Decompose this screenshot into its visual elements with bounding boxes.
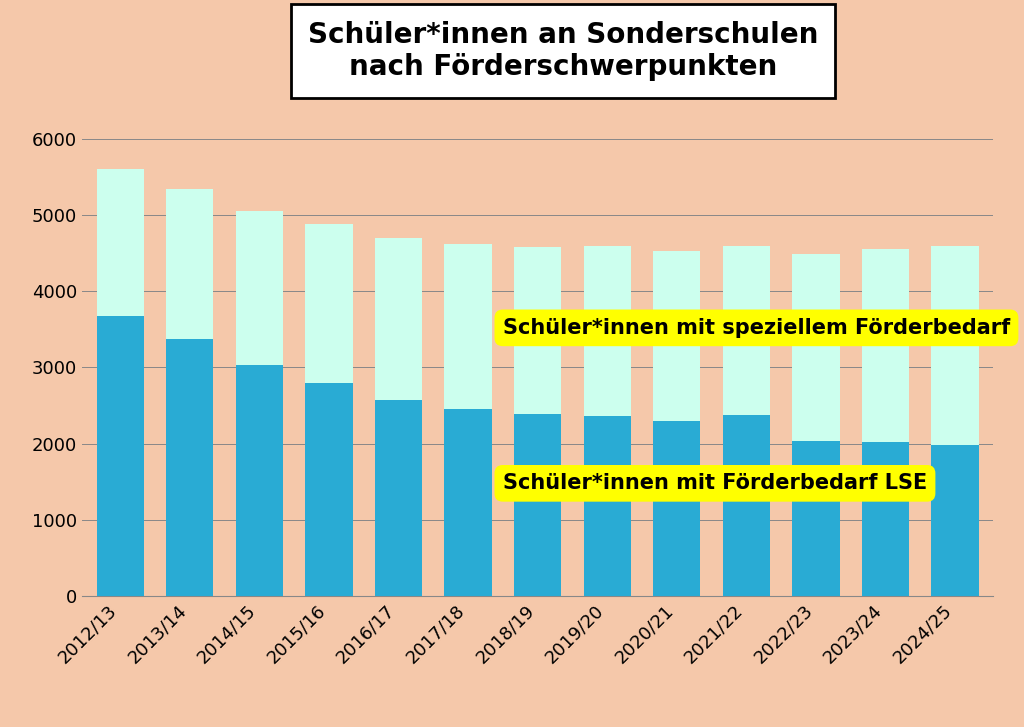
Bar [236, 365, 283, 596]
Text: Schüler*innen mit speziellem Förderbedarf: Schüler*innen mit speziellem Förderbedar… [503, 318, 1010, 338]
Bar [96, 316, 143, 596]
Text: Schüler*innen mit Förderbedarf LSE: Schüler*innen mit Förderbedarf LSE [503, 473, 927, 494]
Bar [793, 254, 840, 441]
Bar [932, 246, 979, 445]
Bar [793, 441, 840, 596]
Bar [305, 224, 352, 382]
Bar [444, 409, 492, 596]
Bar [653, 421, 700, 596]
Bar [584, 416, 631, 596]
Bar [166, 189, 213, 339]
Bar [723, 246, 770, 414]
Bar [236, 212, 283, 365]
Bar [166, 339, 213, 596]
Bar [375, 401, 422, 596]
Bar [932, 445, 979, 596]
Bar [653, 251, 700, 421]
Bar [584, 246, 631, 416]
Text: Schüler*innen an Sonderschulen
nach Förderschwerpunkten: Schüler*innen an Sonderschulen nach Förd… [308, 20, 818, 81]
Bar [444, 244, 492, 409]
Bar [862, 442, 909, 596]
Bar [514, 247, 561, 414]
Bar [96, 169, 143, 316]
Bar [862, 249, 909, 442]
Bar [723, 414, 770, 596]
Bar [305, 382, 352, 596]
Bar [375, 238, 422, 401]
Bar [514, 414, 561, 596]
